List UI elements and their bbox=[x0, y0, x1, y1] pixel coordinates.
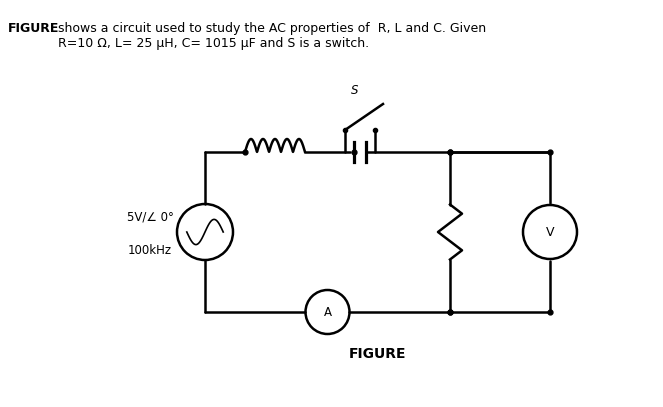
Text: 5V/∠ 0°: 5V/∠ 0° bbox=[127, 210, 174, 223]
Text: shows a circuit used to study the AC properties of  R, L and C. Given
R=10 Ω, L=: shows a circuit used to study the AC pro… bbox=[58, 22, 486, 50]
Text: FIGURE: FIGURE bbox=[8, 22, 60, 35]
Text: S: S bbox=[351, 84, 359, 97]
Text: V: V bbox=[546, 225, 554, 239]
Text: FIGURE: FIGURE bbox=[349, 347, 406, 361]
Text: A: A bbox=[324, 306, 332, 319]
Text: 100kHz: 100kHz bbox=[128, 243, 172, 256]
